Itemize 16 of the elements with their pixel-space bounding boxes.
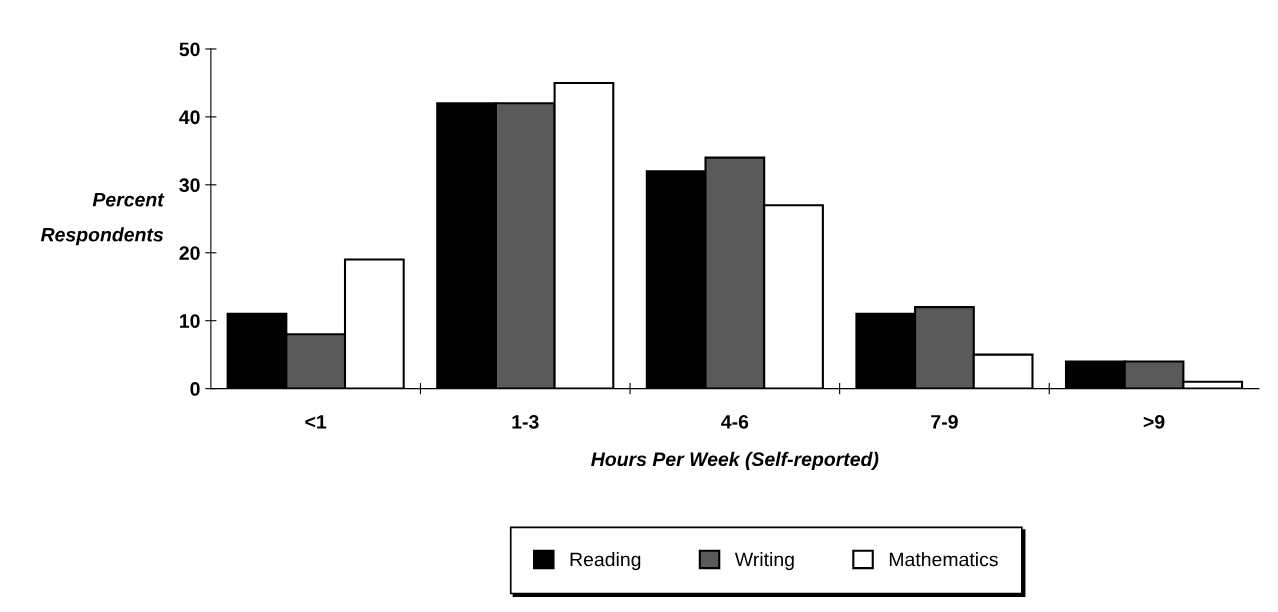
legend-label: Mathematics — [889, 552, 998, 567]
legend-label: Reading — [570, 552, 641, 571]
x-tick-label: 1-3 — [512, 414, 539, 429]
x-tick-label: 7-9 — [931, 414, 958, 429]
y-axis-title: Percent Respondents — [40, 192, 165, 246]
legend-label: Writing — [734, 552, 794, 571]
y-tick-label: 30 — [179, 178, 200, 193]
y-tick-label: 50 — [179, 42, 200, 57]
x-tick-label: 4-6 — [721, 414, 749, 429]
y-tick-label: 0 — [190, 382, 200, 396]
y-tick-label: 40 — [179, 110, 200, 125]
y-tick-label: 20 — [179, 246, 200, 260]
x-axis-title: Hours Per Week (Self-reported) — [591, 451, 879, 470]
x-tick-label: <1 — [305, 415, 327, 429]
y-tick-label: 10 — [180, 314, 200, 328]
x-tick-label: >9 — [1143, 414, 1165, 429]
